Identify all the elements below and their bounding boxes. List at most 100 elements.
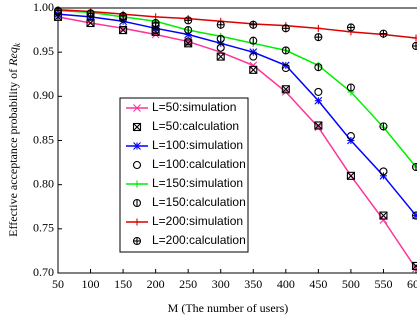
data-point (119, 24, 127, 33)
x-tick-label: 300 (212, 277, 230, 291)
data-point (249, 52, 258, 61)
data-point (281, 85, 290, 94)
marker-box (379, 211, 388, 220)
legend-box (119, 97, 249, 253)
marker-circle (132, 160, 142, 170)
legend-marker (132, 160, 142, 170)
data-point (151, 18, 160, 28)
data-point (314, 123, 323, 132)
data-point (216, 43, 225, 52)
series-line (57, 13, 417, 217)
marker-box (314, 121, 323, 130)
marker-stroke (314, 123, 323, 132)
data-point (249, 36, 258, 45)
data-point (216, 52, 225, 61)
data-point (379, 167, 388, 176)
marker-stroke (412, 266, 417, 273)
data-point (346, 171, 355, 180)
marker-circle (411, 211, 417, 220)
data-point (281, 46, 290, 55)
marker-stroke (412, 264, 417, 270)
x-tick-label: 400 (277, 277, 295, 291)
x-tick-label: 500 (342, 277, 360, 291)
marker-stroke (314, 121, 323, 130)
marker-circle (379, 29, 388, 38)
y-axis-label: Effective acceptance probability of Reqk (6, 42, 22, 237)
data-point (281, 88, 290, 96)
data-point (53, 6, 63, 15)
x-tick-label: 100 (82, 277, 100, 291)
data-point (314, 24, 322, 32)
marker-circle (216, 43, 225, 52)
data-point (314, 63, 323, 72)
data-point (281, 24, 290, 33)
data-point (346, 23, 355, 32)
marker-stroke (249, 65, 258, 74)
y-label-text: Effective acceptance probability of (6, 66, 20, 237)
x-axis-label: M (The number of users) (168, 301, 289, 315)
data-point (411, 41, 417, 51)
y-tick-label: 1.00 (33, 0, 54, 14)
marker-box (281, 85, 290, 94)
data-point (184, 37, 193, 46)
marker-stroke (119, 26, 127, 34)
x-tick-label: 550 (374, 277, 392, 291)
y-tick-label: 0.75 (33, 221, 54, 235)
marker-circle (314, 33, 323, 42)
marker-circle (86, 9, 95, 18)
data-point (412, 264, 417, 273)
data-point (411, 261, 417, 270)
marker-circle (411, 41, 417, 51)
marker-box (346, 171, 355, 180)
data-point (379, 122, 388, 131)
y-tick-label: 0.70 (33, 265, 54, 279)
x-tick-label: 450 (309, 277, 327, 291)
data-point (411, 162, 417, 172)
x-tick-label: 350 (244, 277, 262, 291)
legend-label: L=50:calculation (152, 119, 239, 133)
data-point (184, 26, 193, 35)
marker-circle (216, 20, 225, 29)
marker-circle (132, 236, 142, 246)
marker-circle (53, 6, 63, 15)
legend-marker (133, 104, 141, 112)
data-point (314, 33, 323, 42)
marker-stroke (216, 52, 225, 61)
marker-box (216, 52, 225, 61)
y-label-subscript: k (12, 42, 22, 47)
data-point (86, 9, 95, 18)
marker-circle (281, 24, 290, 33)
marker-stroke (347, 171, 355, 180)
marker-circle (151, 18, 160, 28)
marker-circle (346, 23, 355, 32)
data-point (379, 211, 388, 220)
legend-label: L=200:calculation (152, 233, 246, 247)
data-point (314, 96, 323, 105)
legend-label: L=150:simulation (152, 176, 243, 190)
legend-marker (132, 236, 142, 246)
marker-stroke (184, 39, 193, 48)
series-line (57, 9, 417, 39)
data-point (216, 20, 225, 29)
legend-label: L=150:calculation (152, 195, 246, 209)
x-tick-label: 250 (179, 277, 197, 291)
data-point (346, 132, 355, 141)
marker-circle (184, 37, 193, 46)
marker-box (132, 122, 142, 132)
data-point (412, 34, 417, 42)
x-tick-label: 200 (147, 277, 165, 291)
marker-circle (249, 20, 258, 29)
marker-box (119, 26, 128, 35)
legend-marker (132, 122, 142, 132)
marker-stroke (133, 123, 141, 131)
data-point (119, 26, 128, 35)
data-point (314, 87, 323, 96)
data-point (249, 65, 258, 74)
x-tick-label: 600 (407, 277, 417, 291)
y-tick-label: 0.85 (33, 132, 54, 146)
data-point (216, 34, 225, 43)
legend-marker (133, 142, 141, 150)
series-line (57, 16, 417, 270)
y-tick-label: 0.90 (33, 88, 54, 102)
data-point (314, 121, 323, 130)
